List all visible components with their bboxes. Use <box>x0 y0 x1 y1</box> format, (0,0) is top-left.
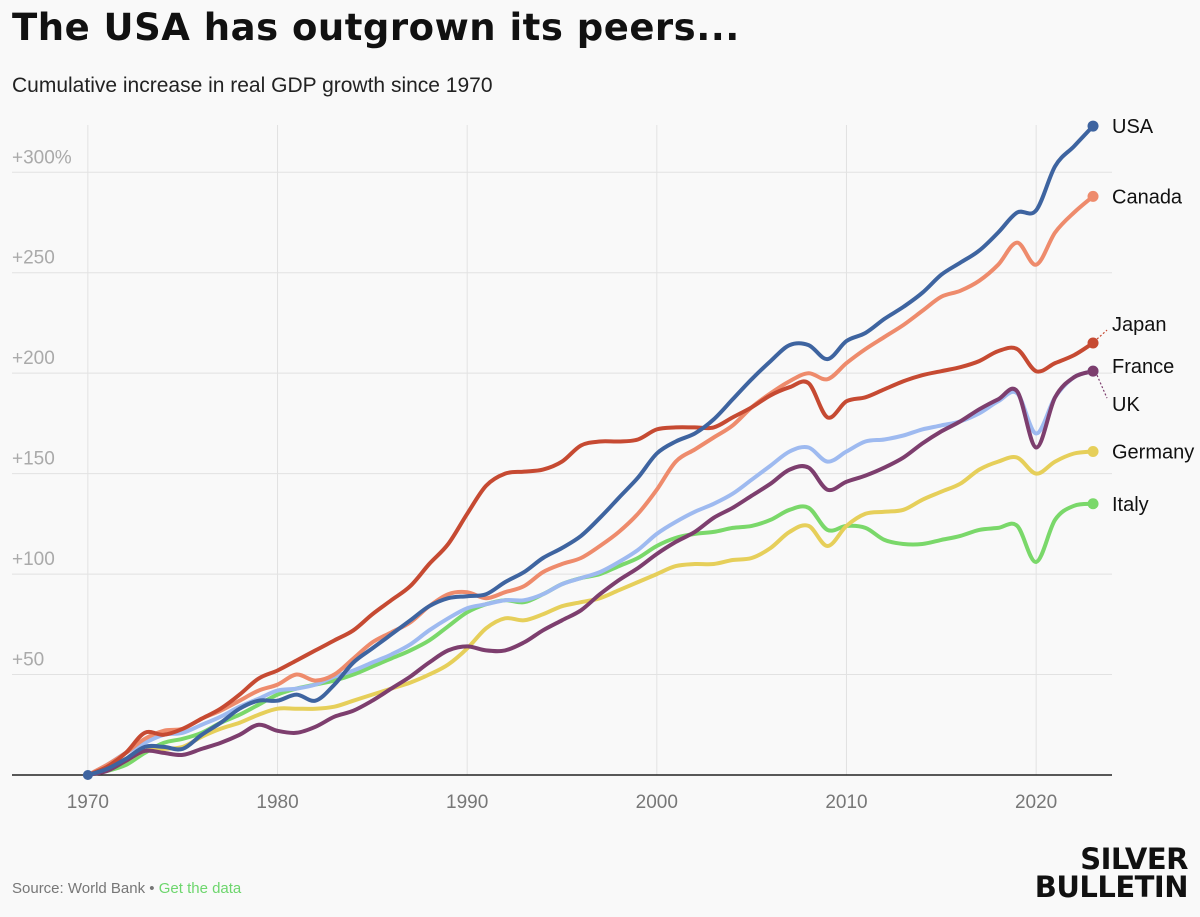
label-leader-uk <box>1096 374 1108 399</box>
y-tick-label: +50 <box>12 650 44 671</box>
chart-subtitle: Cumulative increase in real GDP growth s… <box>12 74 493 97</box>
end-point-japan <box>1087 337 1099 349</box>
series-lines <box>85 124 1095 777</box>
series-label-uk: UK <box>1112 394 1140 416</box>
y-tick-label: +100 <box>12 549 55 570</box>
logo-line-1: SILVER <box>1080 842 1188 876</box>
footer-separator: • <box>145 880 159 897</box>
x-tick-label: 2020 <box>1015 792 1057 813</box>
series-line-germany <box>85 449 1095 777</box>
end-point-usa <box>1087 120 1099 132</box>
end-point-canada <box>1087 190 1099 202</box>
x-tick-label: 1980 <box>256 792 298 813</box>
y-tick-label: +150 <box>12 449 55 470</box>
end-markers <box>82 120 1099 780</box>
series-line-japan <box>85 341 1095 777</box>
series-labels: USA Canada Japan France UK Germany Italy <box>1096 116 1194 516</box>
series-label-italy: Italy <box>1112 494 1149 516</box>
grid: +50 +100 +150 +200 +250 +300% 1970 1980 1990 2000… <box>12 125 1112 813</box>
series-line-uk <box>85 369 1095 777</box>
start-point-marker <box>82 770 93 780</box>
x-tick-label: 1970 <box>67 792 109 813</box>
series-label-usa: USA <box>1112 116 1154 138</box>
series-line-usa <box>85 124 1095 777</box>
brand-logo: SILVER BULLETIN <box>1034 842 1189 904</box>
y-tick-label: +200 <box>12 348 55 369</box>
end-point-germany <box>1087 446 1099 458</box>
chart-title: The USA has outgrown its peers... <box>12 6 740 49</box>
x-tick-label: 1990 <box>446 792 488 813</box>
x-tick-label: 2010 <box>825 792 867 813</box>
footer: Source: World Bank • Get the data <box>12 880 241 897</box>
label-leader-japan <box>1096 329 1108 340</box>
end-point-italy <box>1087 498 1099 510</box>
x-tick-label: 2000 <box>636 792 678 813</box>
logo-line-2: BULLETIN <box>1034 870 1189 904</box>
series-label-france: France <box>1112 356 1174 378</box>
y-tick-label: +300% <box>12 147 72 168</box>
series-label-japan: Japan <box>1112 314 1167 336</box>
y-tick-label: +250 <box>12 248 55 269</box>
end-point-uk <box>1087 365 1099 377</box>
source-text: Source: World Bank <box>12 880 146 897</box>
series-label-germany: Germany <box>1112 442 1194 464</box>
series-label-canada: Canada <box>1112 186 1183 208</box>
series-line-canada <box>85 194 1095 777</box>
get-data-link[interactable]: Get the data <box>158 880 242 897</box>
